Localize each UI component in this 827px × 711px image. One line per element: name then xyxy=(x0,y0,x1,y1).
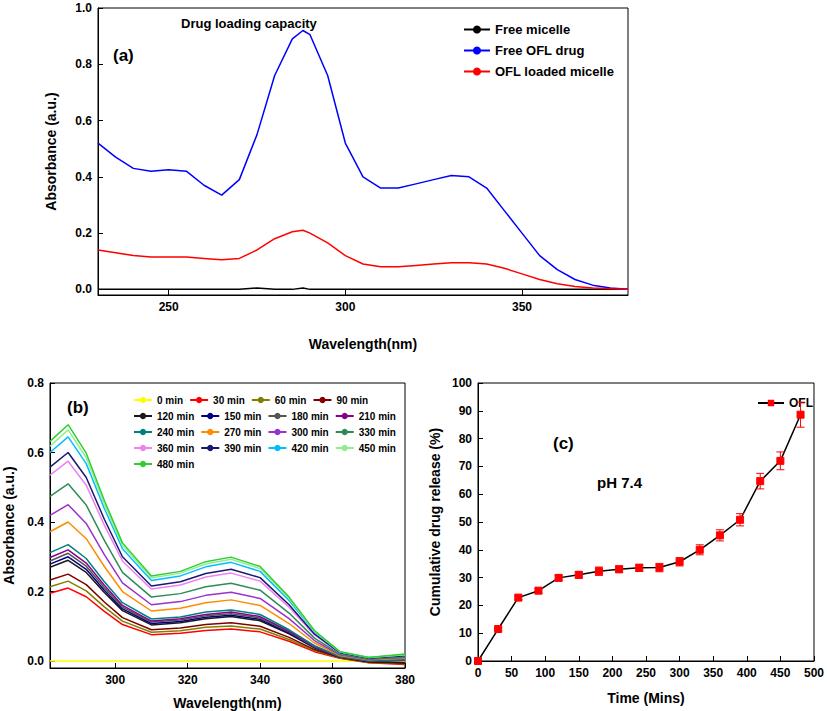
svg-text:20: 20 xyxy=(459,598,473,612)
svg-text:30 min: 30 min xyxy=(213,395,245,406)
svg-text:90 min: 90 min xyxy=(336,395,368,406)
svg-text:0.0: 0.0 xyxy=(75,282,92,296)
svg-text:100: 100 xyxy=(452,376,472,390)
svg-text:50: 50 xyxy=(459,515,473,529)
svg-text:270 min: 270 min xyxy=(224,427,261,438)
svg-text:10: 10 xyxy=(459,626,473,640)
svg-text:70: 70 xyxy=(459,459,473,473)
svg-text:150 min: 150 min xyxy=(224,411,261,422)
svg-text:0.4: 0.4 xyxy=(27,515,44,529)
svg-text:120 min: 120 min xyxy=(157,411,194,422)
svg-text:360: 360 xyxy=(323,673,343,687)
svg-text:30: 30 xyxy=(459,571,473,585)
svg-text:0.8: 0.8 xyxy=(75,57,92,71)
svg-text:100: 100 xyxy=(535,666,555,680)
svg-text:Drug loading capacity: Drug loading capacity xyxy=(181,16,318,31)
svg-text:240 min: 240 min xyxy=(157,427,194,438)
svg-text:60 min: 60 min xyxy=(275,395,307,406)
svg-text:400: 400 xyxy=(737,666,757,680)
svg-text:380: 380 xyxy=(395,673,415,687)
svg-text:200: 200 xyxy=(602,666,622,680)
svg-text:480 min: 480 min xyxy=(157,459,194,470)
svg-text:0.2: 0.2 xyxy=(27,585,44,599)
svg-text:320: 320 xyxy=(178,673,198,687)
svg-text:250: 250 xyxy=(636,666,656,680)
svg-text:450 min: 450 min xyxy=(359,443,396,454)
svg-text:pH 7.4: pH 7.4 xyxy=(597,474,643,491)
svg-text:Time (Mins): Time (Mins) xyxy=(607,690,685,706)
svg-text:0.0: 0.0 xyxy=(27,654,44,668)
svg-text:40: 40 xyxy=(459,543,473,557)
svg-text:0.4: 0.4 xyxy=(75,170,92,184)
svg-text:(c): (c) xyxy=(553,434,574,453)
svg-text:210 min: 210 min xyxy=(359,411,396,422)
svg-text:180 min: 180 min xyxy=(291,411,328,422)
svg-text:300: 300 xyxy=(105,673,125,687)
svg-text:Absorbance (a.u.): Absorbance (a.u.) xyxy=(43,92,59,210)
svg-text:390 min: 390 min xyxy=(224,443,261,454)
svg-text:0.6: 0.6 xyxy=(75,114,92,128)
svg-text:0: 0 xyxy=(465,654,472,668)
svg-text:OFL: OFL xyxy=(789,396,813,410)
svg-text:300 min: 300 min xyxy=(291,427,328,438)
svg-text:Wavelength(nm): Wavelength(nm) xyxy=(173,695,281,711)
svg-text:0 min: 0 min xyxy=(157,395,183,406)
svg-text:250: 250 xyxy=(159,300,179,314)
svg-text:0: 0 xyxy=(475,666,482,680)
svg-text:Free OFL drug: Free OFL drug xyxy=(495,43,584,58)
svg-text:OFL loaded micelle: OFL loaded micelle xyxy=(495,64,614,79)
svg-text:150: 150 xyxy=(569,666,589,680)
svg-text:360 min: 360 min xyxy=(157,443,194,454)
svg-text:300: 300 xyxy=(335,300,355,314)
svg-text:0.6: 0.6 xyxy=(27,446,44,460)
svg-text:0.8: 0.8 xyxy=(27,376,44,390)
svg-text:Cumulative drug release (%): Cumulative drug release (%) xyxy=(427,428,443,616)
svg-text:Absorbance (a.u.): Absorbance (a.u.) xyxy=(1,466,17,584)
svg-text:1.0: 1.0 xyxy=(75,1,92,15)
svg-text:350: 350 xyxy=(703,666,723,680)
svg-text:Free micelle: Free micelle xyxy=(495,22,570,37)
svg-text:330 min: 330 min xyxy=(359,427,396,438)
svg-text:(b): (b) xyxy=(67,398,89,417)
svg-text:420 min: 420 min xyxy=(291,443,328,454)
svg-text:450: 450 xyxy=(770,666,790,680)
svg-text:(a): (a) xyxy=(113,46,134,65)
svg-text:300: 300 xyxy=(670,666,690,680)
svg-text:340: 340 xyxy=(250,673,270,687)
svg-text:0.2: 0.2 xyxy=(75,226,92,240)
svg-text:Wavelength(nm): Wavelength(nm) xyxy=(309,336,417,352)
svg-text:350: 350 xyxy=(512,300,532,314)
svg-text:80: 80 xyxy=(459,432,473,446)
svg-text:60: 60 xyxy=(459,487,473,501)
svg-text:500: 500 xyxy=(804,666,824,680)
svg-text:90: 90 xyxy=(459,404,473,418)
svg-text:50: 50 xyxy=(505,666,519,680)
